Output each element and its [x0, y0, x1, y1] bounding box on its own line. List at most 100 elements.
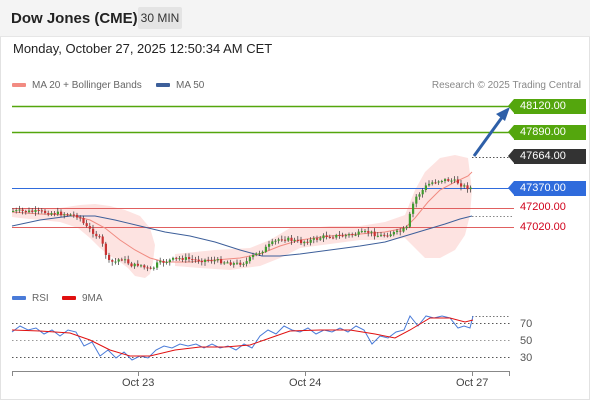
legend-rsi-label: RSI: [32, 293, 49, 304]
timeframe-badge[interactable]: 30 MIN: [138, 7, 182, 29]
candle-body: [120, 259, 123, 261]
candle-body: [197, 259, 200, 262]
legend-bollinger-label: MA 20 + Bollinger Bands: [32, 80, 142, 91]
candle-body: [380, 234, 383, 236]
candle-body: [66, 214, 69, 216]
candle-body: [328, 237, 331, 239]
support-2-label: 47020.00: [520, 221, 566, 233]
candle-body: [242, 263, 245, 265]
candle-body: [245, 261, 248, 264]
candle-body: [248, 257, 251, 262]
candle-body: [332, 237, 335, 239]
candle-body: [44, 210, 47, 214]
candle-body: [229, 262, 232, 265]
candle-body: [60, 211, 63, 216]
candle-body: [344, 235, 347, 237]
candle-body: [165, 261, 168, 263]
candle-body: [191, 259, 194, 261]
candle-body: [316, 238, 319, 240]
candle-body: [373, 231, 376, 237]
candle-body: [143, 265, 146, 268]
candle-body: [210, 260, 213, 262]
candle-body: [325, 235, 328, 238]
research-credit: Research © 2025 Trading Central: [431, 80, 581, 91]
candle-body: [364, 230, 367, 232]
candle-body: [306, 241, 309, 243]
candle-body: [284, 239, 287, 241]
candle-body: [124, 259, 127, 261]
candle-body: [188, 257, 191, 260]
candle-body: [140, 265, 143, 267]
candle-body: [351, 234, 354, 236]
candle-body: [456, 179, 459, 184]
candle-body: [421, 189, 424, 195]
candle-body: [159, 260, 162, 263]
candle-body: [117, 259, 120, 262]
candle-body: [12, 210, 15, 212]
bollinger-swatch-icon: [12, 83, 26, 88]
candle-body: [175, 257, 178, 259]
candle-body: [156, 262, 159, 268]
chart-datetime: Monday, October 27, 2025 12:50:34 AM CET: [13, 41, 273, 56]
candle-body: [63, 214, 66, 216]
candle-body: [408, 213, 411, 227]
candlestick-series[interactable]: [12, 176, 472, 272]
candle-body: [72, 214, 75, 216]
candle-body: [213, 260, 216, 262]
bollinger-band-area: [175, 155, 472, 270]
candle-body: [101, 236, 104, 244]
candle-body: [264, 246, 267, 252]
candle-body: [85, 223, 88, 227]
candle-body: [232, 263, 235, 265]
candle-body: [354, 234, 357, 236]
candle-body: [152, 267, 155, 269]
candle-body: [40, 210, 43, 212]
legend-9ma-label: 9MA: [82, 293, 103, 304]
candle-body: [367, 230, 370, 233]
candle-body: [444, 179, 447, 182]
candle-body: [37, 210, 40, 212]
candle-body: [236, 262, 239, 264]
candle-body: [50, 213, 53, 215]
candle-body: [34, 210, 37, 212]
candle-body: [296, 239, 299, 241]
candle-body: [127, 259, 130, 264]
resistance-2-label: 48120.00: [508, 99, 586, 114]
legend-9ma: 9MA: [62, 293, 103, 304]
candle-body: [437, 181, 440, 183]
candle-body: [453, 179, 456, 181]
candle-body: [392, 232, 395, 235]
candle-body: [255, 253, 258, 256]
candle-body: [111, 260, 114, 262]
candle-body: [207, 259, 210, 261]
candle-body: [280, 239, 283, 241]
candle-body: [383, 234, 386, 236]
candle-body: [466, 185, 469, 190]
candle-body: [287, 237, 290, 241]
candle-body: [386, 235, 389, 237]
candle-body: [370, 231, 373, 233]
x-label-oct27: Oct 27: [456, 377, 489, 389]
candle-body: [341, 235, 344, 237]
candle-body: [82, 217, 85, 224]
candle-body: [303, 241, 306, 244]
candle-body: [92, 228, 95, 234]
candle-body: [146, 267, 149, 269]
candle-body: [168, 259, 171, 262]
candle-body: [172, 257, 175, 260]
rsi-tick-30: 30: [520, 352, 533, 364]
candle-body: [290, 237, 293, 241]
last-price-label: 47664.00: [508, 149, 586, 164]
candle-body: [69, 214, 72, 216]
candle-body: [440, 181, 443, 183]
legend-ma50-label: MA 50: [176, 80, 205, 91]
candle-body: [357, 231, 360, 235]
candle-body: [376, 235, 379, 237]
ma50-line: [11, 215, 473, 257]
candle-body: [268, 244, 271, 247]
candle-body: [309, 239, 312, 243]
candle-body: [258, 253, 261, 255]
pivot-label: 47370.00: [508, 181, 586, 196]
candle-body: [223, 262, 226, 264]
